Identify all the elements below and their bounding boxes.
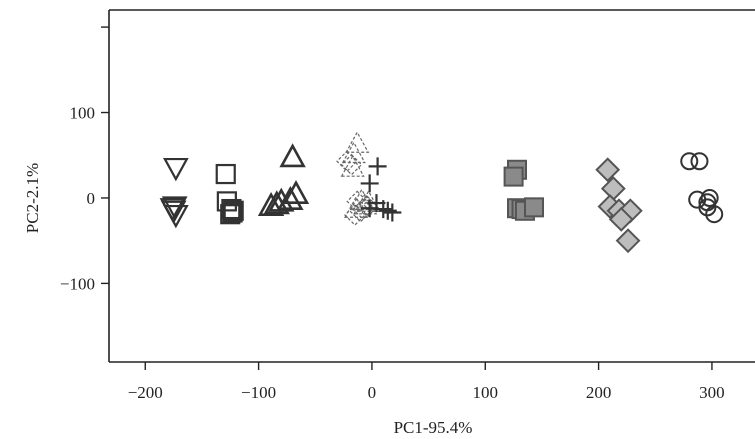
point-square-open (222, 202, 243, 223)
point-plus (360, 174, 379, 193)
x-tick-label: 100 (473, 383, 499, 402)
point-triangle-up (257, 191, 285, 216)
point-triangle-up-dashed (340, 154, 365, 177)
point-plus (378, 201, 397, 220)
point-circle-open (680, 152, 699, 171)
point-diamond-dashed (356, 195, 379, 218)
point-diamond-dashed (349, 200, 372, 223)
point-diamond-dashed (344, 204, 366, 226)
point-square-open (221, 198, 242, 220)
x-tick-label: −100 (241, 383, 276, 402)
point-triangle-down (159, 198, 186, 222)
point-triangle-up (263, 190, 290, 215)
point-triangle-up (279, 143, 306, 168)
point-diamond-dashed (336, 150, 358, 173)
point-diamond-filled (615, 228, 641, 254)
point-plus (360, 199, 379, 218)
x-tick-label: 300 (699, 383, 725, 402)
point-plus (383, 203, 402, 222)
y-tick-label: 100 (70, 104, 96, 123)
point-square-filled (503, 166, 524, 187)
x-tick-label: 0 (368, 383, 377, 402)
point-triangle-up (268, 187, 295, 212)
point-square-filled (524, 197, 544, 218)
point-triangle-up (282, 179, 310, 204)
point-triangle-down (163, 157, 189, 182)
point-triangle-up-dashed (349, 188, 374, 211)
point-diamond-filled (600, 176, 626, 201)
point-circle-open (698, 198, 717, 217)
point-circle-open (700, 188, 719, 207)
point-triangle-up-dashed (344, 195, 369, 218)
data-points (159, 131, 724, 254)
point-square-open (215, 163, 236, 185)
plot-frame (108, 9, 755, 363)
x-axis-ticks: −200 −100 0 100 200 300 (128, 362, 725, 402)
point-square-open (220, 204, 241, 225)
point-circle-open (705, 205, 724, 224)
point-plus (368, 157, 387, 176)
x-axis-label: PC1-95.4% (394, 418, 473, 437)
point-diamond-dashed (340, 153, 363, 176)
y-tick-label: −100 (60, 274, 95, 293)
y-tick-label: 0 (87, 189, 96, 208)
point-square-open (223, 200, 244, 221)
point-diamond-filled (595, 157, 621, 183)
point-triangle-up-dashed (345, 131, 370, 153)
point-diamond-dashed (346, 190, 369, 213)
point-diamond-filled (608, 206, 634, 232)
x-tick-label: −200 (128, 383, 163, 402)
x-tick-label: 200 (586, 383, 612, 402)
point-circle-open (690, 152, 709, 171)
y-axis-ticks: −100 0 100 (60, 26, 109, 293)
y-axis-label: PC2-2.1% (23, 163, 42, 233)
